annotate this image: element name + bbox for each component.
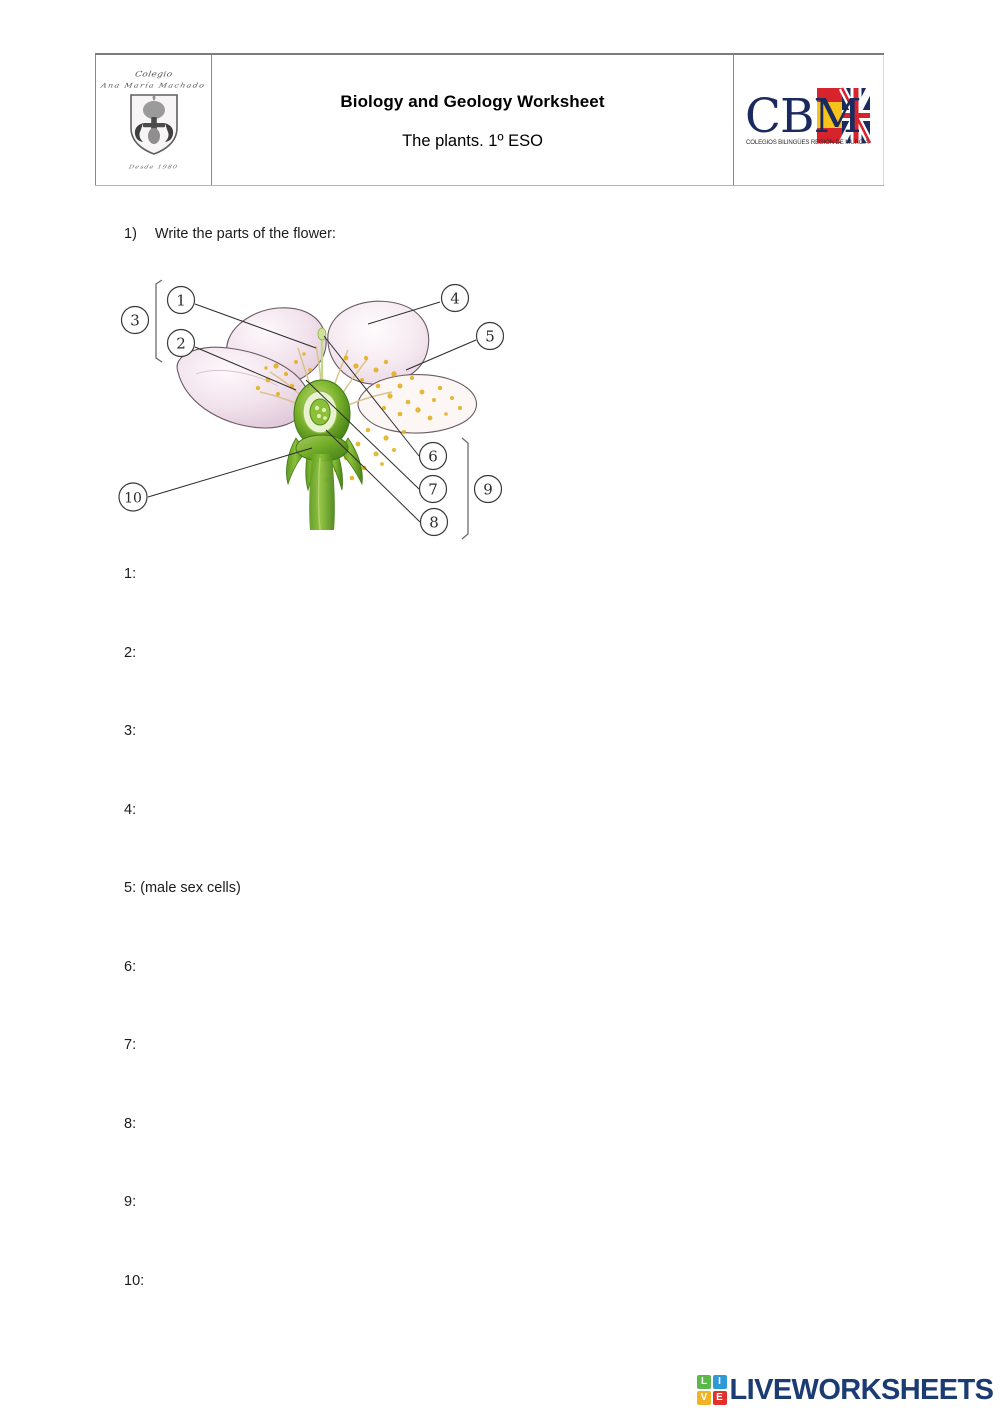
worksheet-subtitle: The plants. 1º ESO (402, 131, 543, 150)
svg-text:6: 6 (428, 448, 438, 466)
exercise-number: 1) (124, 226, 137, 242)
answer-row-2[interactable]: 2: (124, 644, 137, 661)
svg-text:8: 8 (429, 514, 439, 532)
answer-row-3[interactable]: 3: (124, 723, 137, 739)
callout-5: 5 (475, 321, 505, 351)
answer-row-6[interactable]: 6: (124, 958, 137, 975)
lw-tile-v: V (697, 1390, 711, 1405)
callout-7: 7 (418, 474, 448, 504)
lw-tile-l: L (697, 1375, 711, 1390)
callout-10: 10 (118, 482, 148, 512)
worksheet-title: Biology and Geology Worksheet (340, 91, 605, 111)
worksheet-title-cell: Biology and Geology Worksheet The plants… (212, 55, 734, 185)
answer-list: 1: 2: 3: 4: 5: (male sex cells) 6: 7: 8:… (124, 566, 624, 1351)
lw-tile-e: E (712, 1390, 727, 1405)
worksheet-header-table: Colegio Ana María Machado Desde 1980 Bio… (95, 53, 884, 186)
callout-8: 8 (419, 507, 449, 537)
answer-row-7[interactable]: 7: (124, 1037, 137, 1053)
flower-diagram: 1 2 3 4 5 6 7 (100, 262, 516, 547)
svg-text:CBM: CBM (745, 89, 861, 144)
callout-circles: 1 2 3 4 5 6 7 (118, 283, 505, 537)
svg-text:9: 9 (483, 481, 493, 499)
crest-shield-icon (127, 92, 181, 161)
svg-text:10: 10 (124, 491, 142, 507)
answer-row-4[interactable]: 4: (124, 801, 137, 818)
answer-row-9[interactable]: 9: (124, 1194, 137, 1210)
crest-line-2: Ana María Machado (100, 81, 207, 89)
school-crest: Colegio Ana María Machado Desde 1980 (99, 61, 209, 179)
svg-text:1: 1 (176, 292, 186, 310)
flower-anatomy-svg: 1 2 3 4 5 6 7 (118, 279, 505, 540)
callout-9: 9 (473, 474, 503, 504)
liveworksheets-logo[interactable]: L I V E LIVEWORKSHEETS (697, 1372, 995, 1408)
lw-tile-i: I (712, 1375, 727, 1390)
svg-text:2: 2 (176, 335, 186, 353)
crest-line-3: Desde 1980 (128, 163, 179, 170)
callout-1: 1 (166, 285, 196, 315)
crest-line-1: Colegio (133, 70, 174, 79)
school-logo-cell: Colegio Ana María Machado Desde 1980 (95, 55, 212, 185)
svg-text:3: 3 (130, 312, 140, 330)
svg-text:7: 7 (428, 481, 438, 499)
answer-row-8[interactable]: 8: (124, 1115, 137, 1132)
svg-text:5: 5 (485, 328, 495, 346)
liveworksheets-tiles: L I V E (697, 1375, 727, 1405)
answer-row-1[interactable]: 1: (124, 566, 137, 582)
answer-row-10[interactable]: 10: (124, 1272, 145, 1289)
callout-4: 4 (440, 283, 470, 313)
answer-row-5[interactable]: 5: (male sex cells) (124, 880, 241, 896)
flower-illustration (176, 300, 477, 531)
callout-2: 2 (166, 328, 196, 358)
callout-brackets (155, 279, 469, 540)
exercise-text: Write the parts of the flower: (154, 226, 336, 242)
callout-6: 6 (418, 441, 448, 471)
callout-leader-lines (147, 301, 477, 523)
cbm-logo: CBM COLEGIOS BILINGÜES REGIÓN DE MURCIA (743, 82, 875, 158)
svg-text:COLEGIOS BILINGÜES REGIÓN DE M: COLEGIOS BILINGÜES REGIÓN DE MURCIA (746, 139, 869, 146)
exercise-prompt: 1) Write the parts of the flower: (124, 226, 336, 242)
cbm-logo-cell: CBM COLEGIOS BILINGÜES REGIÓN DE MURCIA (734, 55, 884, 185)
liveworksheets-wordmark: LIVEWORKSHEETS (729, 1373, 995, 1406)
callout-3: 3 (120, 305, 150, 335)
svg-text:4: 4 (450, 290, 460, 308)
